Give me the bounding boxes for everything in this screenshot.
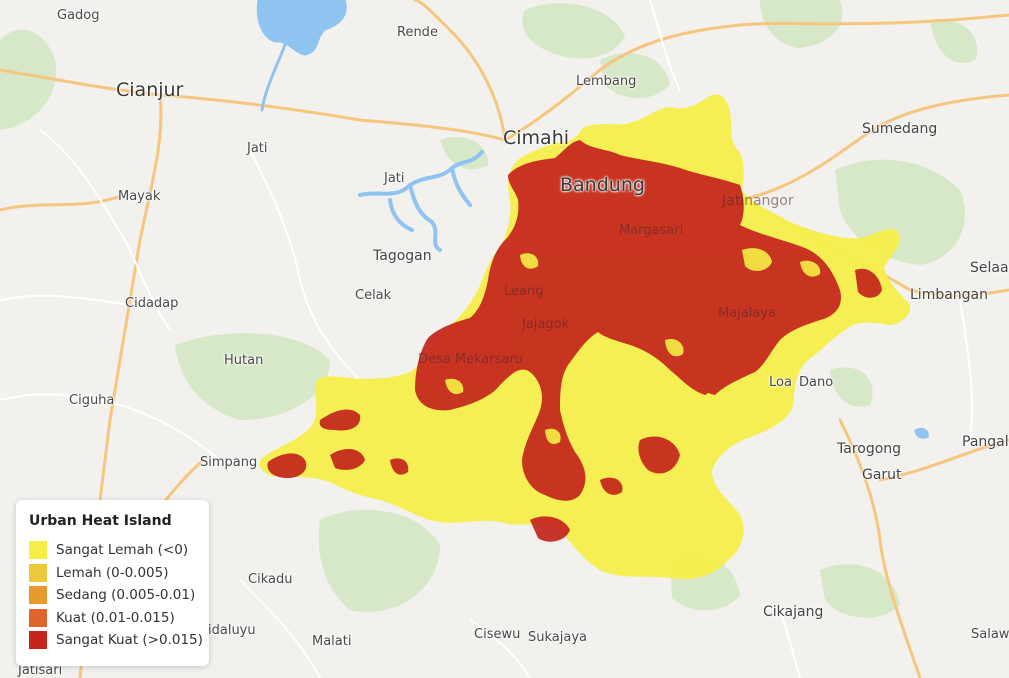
legend-label-kuat: Kuat (0.01-0.015) [56, 609, 175, 626]
legend: Urban Heat Island Sangat Lemah (<0) Lema… [16, 500, 209, 666]
legend-label-sedang: Sedang (0.005-0.01) [56, 587, 196, 604]
legend-swatch-kuat [29, 608, 47, 627]
legend-label-lemah: Lemah (0-0.005) [56, 564, 169, 581]
legend-label-sangat-lemah: Sangat Lemah (<0) [56, 542, 189, 559]
uhi-weak-islands [445, 248, 821, 445]
legend-swatch-lemah [29, 563, 47, 582]
uhi-area-sangat-kuat [267, 140, 882, 542]
legend-item-sedang: Sedang (0.005-0.01) [29, 584, 209, 607]
legend-swatch-sangat-kuat [29, 631, 47, 650]
legend-swatch-sangat-lemah [29, 541, 47, 560]
legend-item-kuat: Kuat (0.01-0.015) [29, 607, 209, 630]
legend-item-lemah: Lemah (0-0.005) [29, 562, 209, 585]
legend-item-sangat-kuat: Sangat Kuat (>0.015) [29, 629, 209, 652]
legend-title: Urban Heat Island [29, 513, 172, 529]
legend-swatch-sedang [29, 586, 47, 605]
legend-item-sangat-lemah: Sangat Lemah (<0) [29, 539, 209, 562]
water-bodies [256, 0, 929, 439]
minor-roads [0, 0, 973, 678]
legend-items: Sangat Lemah (<0) Lemah (0-0.005) Sedang… [29, 539, 209, 652]
legend-label-sangat-kuat: Sangat Kuat (>0.015) [56, 632, 203, 649]
forest-areas [0, 0, 978, 618]
